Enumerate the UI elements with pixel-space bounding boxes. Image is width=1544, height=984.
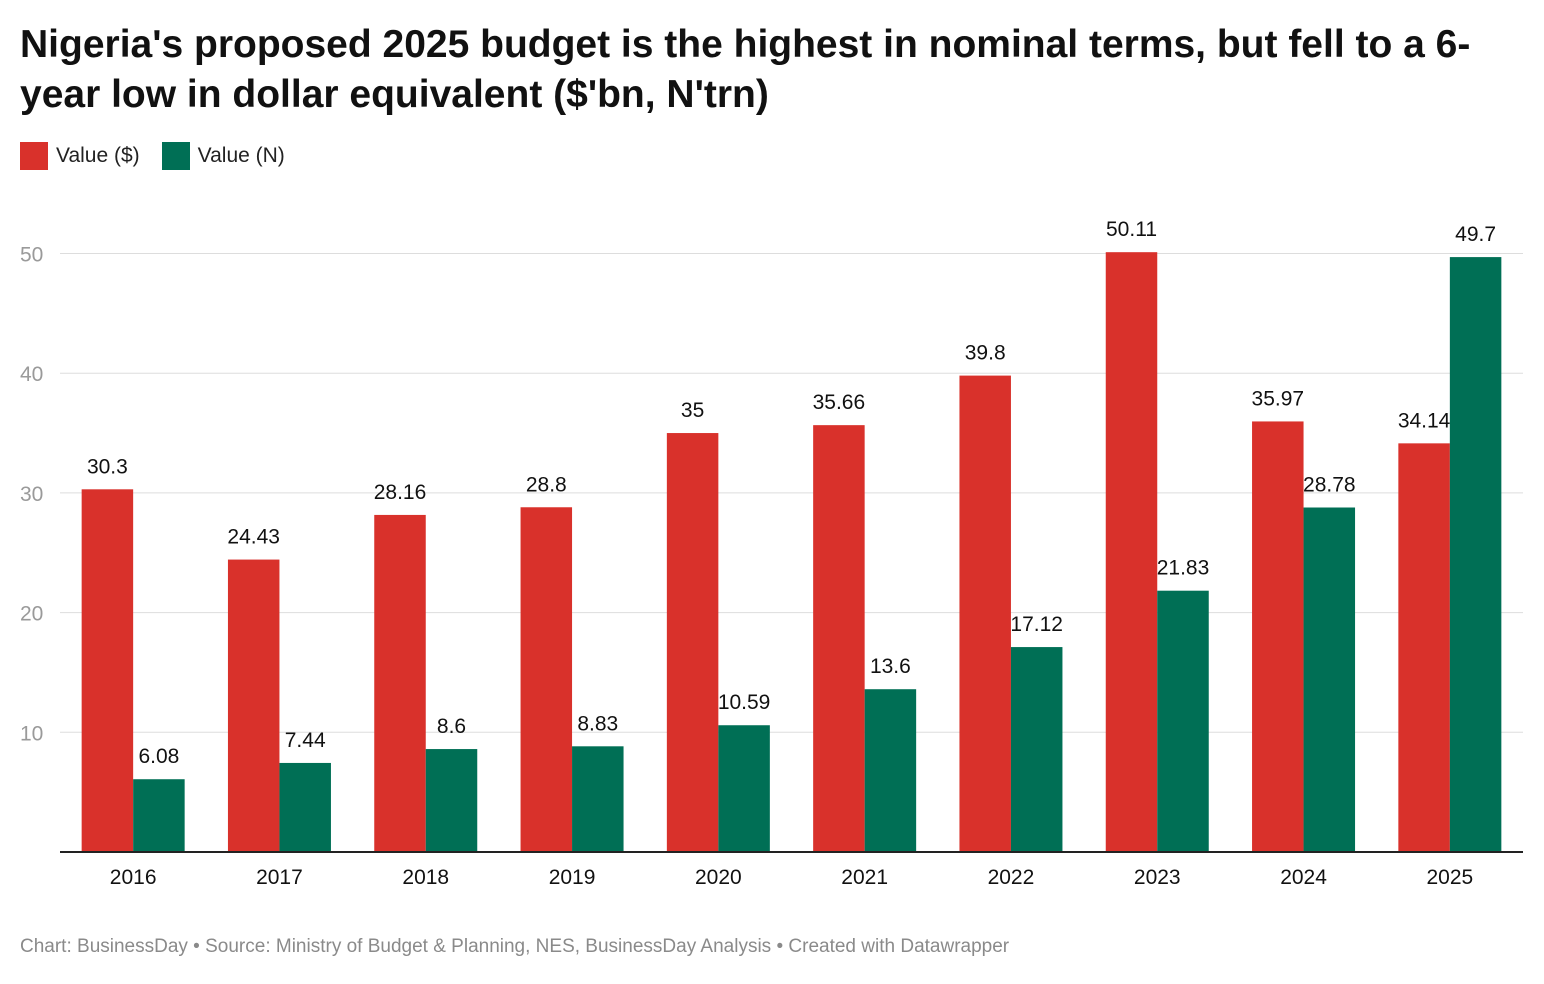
- legend-swatch-usd: [20, 142, 48, 170]
- footer-source: Source: Ministry of Budget & Planning, N…: [205, 936, 772, 957]
- x-tick-label: 2020: [695, 866, 742, 889]
- x-tick-label: 2019: [549, 866, 596, 889]
- chart-title: Nigeria's proposed 2025 budget is the hi…: [20, 23, 1471, 116]
- bar-ngn: [1010, 647, 1063, 852]
- bar-usd: [520, 507, 573, 852]
- footer-separator: •: [771, 936, 789, 957]
- y-tick-label: 40: [20, 363, 43, 386]
- data-label-usd: 39.8: [965, 342, 1006, 365]
- data-label-usd: 35: [681, 399, 704, 422]
- data-label-ngn: 21.83: [1157, 557, 1210, 580]
- x-tick-label: 2025: [1426, 866, 1473, 889]
- bar-ngn: [718, 725, 770, 852]
- data-label-usd: 50.11: [1106, 218, 1157, 241]
- bar-usd: [1252, 421, 1304, 852]
- bar-ngn: [1449, 257, 1502, 852]
- legend: Value ($) Value (N): [20, 142, 307, 170]
- y-tick-label: 30: [20, 483, 43, 506]
- bar-ngn: [279, 762, 331, 852]
- y-tick-label: 50: [20, 244, 43, 267]
- footer: Chart: BusinessDay • Source: Ministry of…: [20, 936, 1009, 958]
- footer-separator: •: [187, 936, 206, 957]
- bar-ngn: [1303, 507, 1356, 852]
- data-label-usd: 35.97: [1252, 387, 1305, 410]
- data-label-ngn: 13.6: [870, 655, 911, 678]
- data-label-ngn: 7.44: [285, 729, 326, 752]
- bar-usd: [1105, 252, 1158, 853]
- x-tick-label: 2018: [402, 866, 449, 889]
- x-tick-label: 2022: [988, 866, 1035, 889]
- x-tick-label: 2021: [841, 866, 888, 889]
- x-tick-label: 2017: [256, 866, 303, 889]
- data-label-ngn: 10.59: [718, 691, 771, 714]
- data-label-usd: 34.14: [1398, 409, 1451, 432]
- data-label-usd: 24.43: [227, 526, 280, 549]
- x-tick-label: 2024: [1280, 866, 1327, 889]
- legend-item-ngn: Value (N): [161, 142, 285, 170]
- data-label-ngn: 49.7: [1455, 223, 1496, 246]
- bar-usd: [959, 375, 1011, 852]
- x-tick-label: 2016: [110, 866, 157, 889]
- footer-created-with: Created with Datawrapper: [788, 936, 1010, 957]
- bar-ngn: [425, 749, 478, 852]
- data-label-usd: 28.16: [374, 481, 427, 504]
- legend-label-ngn: Value (N): [197, 144, 285, 167]
- bar-usd: [81, 489, 134, 852]
- data-label-ngn: 28.78: [1303, 474, 1356, 497]
- legend-item-usd: Value ($): [20, 142, 140, 170]
- data-label-usd: 30.3: [87, 455, 128, 478]
- data-label-ngn: 8.83: [577, 712, 618, 735]
- data-label-usd: 28.8: [526, 473, 567, 496]
- bar-usd: [666, 433, 719, 852]
- bar-usd: [227, 559, 280, 852]
- legend-swatch-ngn: [161, 142, 190, 170]
- bar-usd: [813, 425, 865, 852]
- data-label-ngn: 17.12: [1010, 613, 1063, 636]
- bar-usd: [1398, 443, 1450, 852]
- data-label-usd: 35.66: [813, 391, 866, 414]
- legend-label-usd: Value ($): [56, 144, 140, 167]
- x-tick-label: 2023: [1134, 866, 1181, 889]
- bar-ngn: [1157, 590, 1209, 852]
- bar-usd: [374, 514, 426, 852]
- y-tick-label: 20: [20, 603, 43, 626]
- footer-chart-credit: Chart: BusinessDay: [20, 936, 188, 957]
- bar-ngn: [864, 689, 917, 852]
- bar-ngn: [133, 779, 185, 852]
- data-label-ngn: 6.08: [138, 745, 179, 768]
- y-tick-label: 10: [20, 722, 43, 745]
- data-label-ngn: 8.6: [437, 715, 466, 738]
- bar-ngn: [572, 746, 624, 852]
